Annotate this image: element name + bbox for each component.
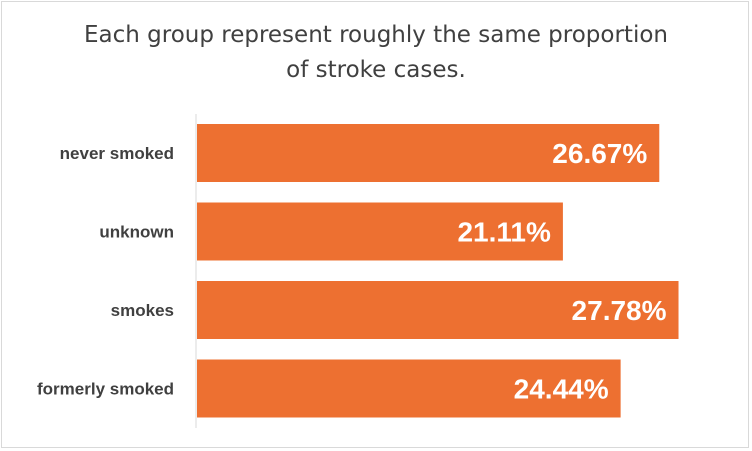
data-label: 21.11% (457, 217, 551, 248)
data-label: 26.67% (552, 138, 647, 169)
bars-group: never smoked 26.67% unknown 21.11% smokes 27.… (37, 124, 679, 418)
category-label: smokes (111, 301, 174, 320)
bar-never-smoked (197, 124, 660, 182)
bar-formerly-smoked (197, 359, 621, 418)
bar-unknown (197, 202, 563, 261)
bar-smokes (197, 281, 679, 339)
chart-title: Each group represent roughly the same pr… (0, 18, 752, 88)
data-label: 27.78% (572, 295, 667, 326)
chart-title-line-1: Each group represent roughly the same pr… (83, 22, 668, 48)
data-label: 24.44% (514, 374, 609, 405)
chart-title-line-2: of stroke cases. (286, 57, 466, 83)
category-label: never smoked (60, 144, 174, 163)
category-label: formerly smoked (37, 380, 174, 399)
category-label: unknown (99, 223, 174, 242)
